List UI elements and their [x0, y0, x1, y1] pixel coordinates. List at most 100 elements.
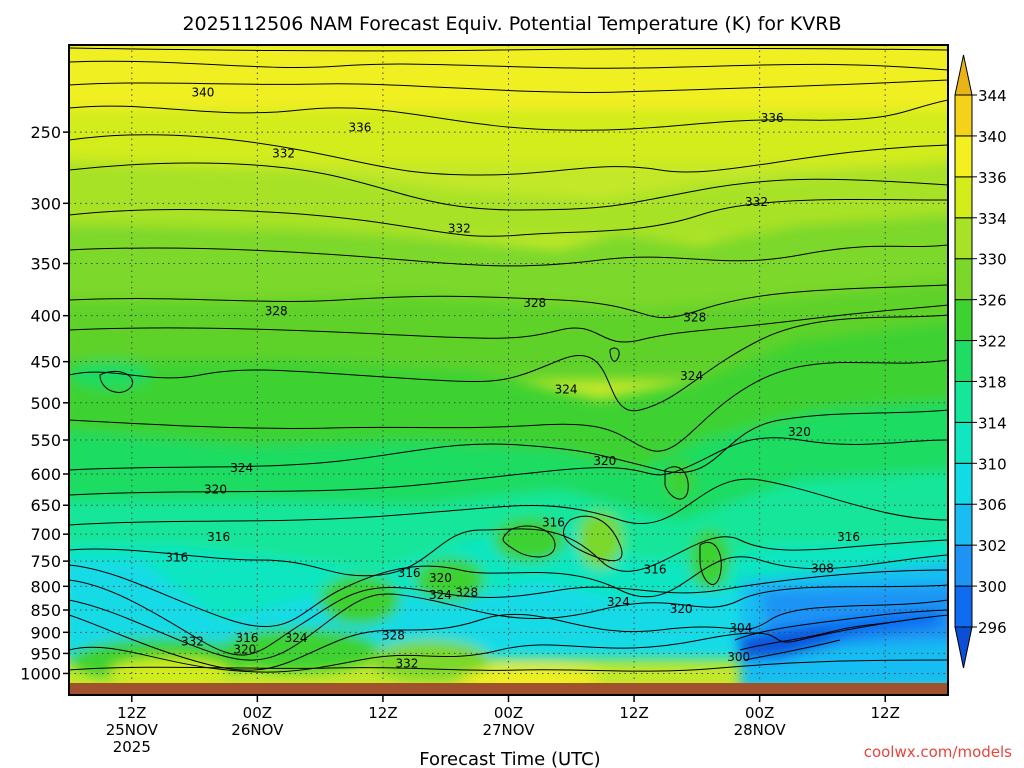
colorbar-label: 300	[978, 578, 1007, 596]
y-axis: 250 300 350 400 450 500 550 600 650 700 750 800 850 9…	[20, 123, 69, 683]
colorbar-label: 318	[978, 373, 1007, 391]
x-tick-label: 00Z	[745, 704, 774, 722]
colorbar-segment	[954, 340, 973, 382]
y-tick-label: 300	[30, 194, 61, 213]
colorbar-segment	[954, 94, 973, 137]
y-tick-label: 750	[30, 552, 61, 571]
contour-label: 332	[181, 635, 204, 649]
colorbar-segment	[954, 544, 973, 587]
contour-label: 332	[448, 222, 471, 236]
contour-lines	[69, 47, 948, 673]
y-tick-label: 850	[30, 601, 61, 620]
colorbar-segment	[954, 585, 973, 628]
y-tick-label: 950	[30, 644, 61, 663]
credit-text: coolwx.com/models	[864, 743, 1012, 761]
contour-labels: 3403363363323323323283283283243243243203…	[165, 86, 860, 671]
contour-label: 316	[398, 566, 421, 580]
colorbar-segment	[954, 380, 973, 423]
colorbar-label: 296	[978, 619, 1007, 637]
contour-label: 328	[455, 586, 478, 600]
x-tick-label: 12Z	[117, 704, 146, 722]
chart-title: 2025112506 NAM Forecast Equiv. Potential…	[182, 13, 841, 35]
contour-label: 300	[727, 650, 750, 664]
colorbar-label: 306	[978, 496, 1007, 514]
y-tick-label: 700	[30, 525, 61, 544]
contour-label: 324	[285, 631, 308, 645]
contour-label: 320	[788, 425, 811, 439]
colorbar-label: 310	[978, 455, 1007, 473]
y-tick-label: 500	[30, 394, 61, 413]
colorbar-label: 336	[978, 169, 1007, 187]
contour-label: 320	[593, 454, 616, 468]
colorbar: 296 300 302 306 310 314 318 322 326 330 334 336 340 3…	[954, 54, 1007, 669]
contour-label: 324	[230, 461, 253, 475]
colorbar-segment	[954, 135, 973, 178]
contour-label: 308	[811, 561, 834, 575]
contour-label: 316	[837, 530, 860, 544]
colorbar-label: 330	[978, 251, 1007, 269]
y-tick-label: 550	[30, 431, 61, 450]
colorbar-label: 344	[978, 87, 1007, 105]
colorbar-segment	[954, 462, 973, 505]
y-tick-label: 350	[30, 255, 61, 274]
contour-label: 332	[745, 195, 768, 209]
y-tick-label: 800	[30, 577, 61, 596]
colorbar-segment	[954, 626, 973, 669]
contour-label: 336	[348, 120, 371, 134]
x-axis-label: Forecast Time (UTC)	[419, 749, 600, 768]
contour-label: 324	[607, 595, 630, 609]
y-tick-label: 400	[30, 307, 61, 326]
colorbar-segment	[954, 176, 973, 219]
contour-label: 316	[165, 550, 188, 564]
contour-label: 324	[680, 369, 703, 383]
colorbar-label: 340	[978, 128, 1007, 146]
contour-label: 332	[396, 657, 419, 671]
contour-label: 328	[523, 296, 546, 310]
x-tick-label: 00Z	[494, 704, 523, 722]
contour-label: 316	[235, 631, 258, 645]
colorbar-label: 302	[978, 537, 1007, 555]
contour-label: 332	[272, 146, 295, 160]
colorbar-label: 322	[978, 333, 1007, 351]
contour-label: 320	[429, 571, 452, 585]
colorbar-label: 314	[978, 414, 1007, 432]
colorbar-segment	[954, 217, 973, 260]
y-tick-label: 1000	[20, 664, 61, 683]
y-tick-label: 600	[30, 465, 61, 484]
y-tick-label: 900	[30, 623, 61, 642]
contour-label: 340	[191, 86, 214, 100]
contour-label: 304	[729, 621, 752, 635]
contour-label: 324	[555, 382, 578, 396]
x-tick-label: 28NOV	[734, 721, 787, 739]
contour-label: 316	[542, 515, 565, 529]
contour-label: 328	[265, 304, 288, 318]
x-tick-label: 00Z	[243, 704, 272, 722]
contour-label: 320	[233, 642, 256, 656]
y-tick-label: 450	[30, 353, 61, 372]
contour-label: 316	[207, 530, 230, 544]
contour-label: 328	[683, 311, 706, 325]
contour-label: 324	[429, 588, 452, 602]
colorbar-segment	[954, 503, 973, 546]
contour-label: 328	[382, 628, 405, 642]
contour-label: 320	[204, 482, 227, 496]
plot-area	[69, 45, 948, 685]
colorbar-label: 326	[978, 292, 1007, 310]
contour-label: 336	[761, 111, 784, 125]
x-tick-label: 2025	[113, 738, 151, 756]
colorbar-label: 334	[978, 210, 1007, 228]
y-tick-label: 650	[30, 496, 61, 515]
x-tick-label: 12Z	[619, 704, 648, 722]
x-tick-label: 12Z	[368, 704, 397, 722]
colorbar-segment	[954, 54, 973, 96]
y-tick-label: 250	[30, 123, 61, 142]
x-tick-label: 27NOV	[482, 721, 535, 739]
x-tick-label: 25NOV	[106, 721, 159, 739]
colorbar-segment	[954, 258, 973, 301]
colorbar-segment	[954, 421, 973, 464]
contour-label: 316	[644, 562, 667, 576]
ground-strip	[69, 683, 948, 694]
contour-label: 320	[670, 602, 693, 616]
